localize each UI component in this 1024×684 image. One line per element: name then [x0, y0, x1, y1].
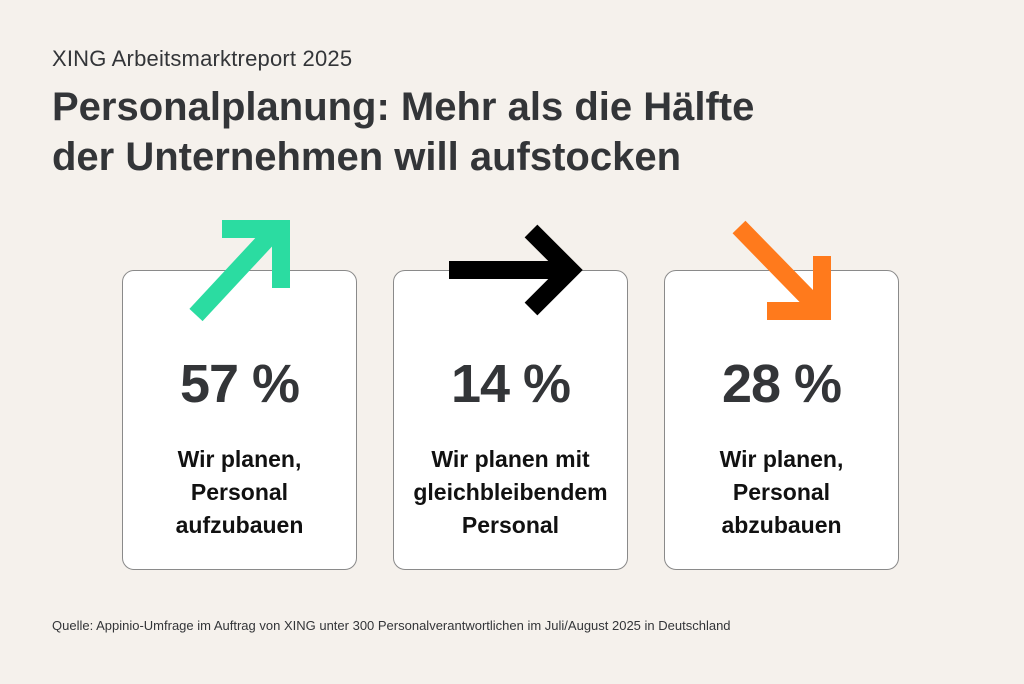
arrow-up-right-icon — [189, 220, 290, 322]
stat-label: Wir planen, Personal aufzubauen — [131, 443, 348, 542]
stat-card-increase: 57 % Wir planen, Personal aufzubauen — [122, 270, 357, 570]
arrow-right-icon — [449, 224, 583, 316]
page-title: Personalplanung: Mehr als die Hälfte der… — [52, 82, 952, 182]
stat-label-line: Wir planen, — [177, 446, 302, 472]
title-line-1: Personalplanung: Mehr als die Hälfte — [52, 85, 755, 129]
stat-label-line: Personal — [461, 512, 560, 538]
stat-percent: 14 % — [450, 354, 571, 414]
stat-label: Wir planen, Personal abzubauen — [673, 443, 890, 542]
stat-label-line: Personal — [732, 479, 831, 505]
stat-percent: 57 % — [179, 354, 300, 414]
stat-label-line: Wir planen, — [719, 446, 844, 472]
stat-label-line: Wir planen mit — [431, 446, 590, 472]
stat-label: Wir planen mit gleichbleibendem Personal — [402, 443, 619, 542]
stat-label-line: aufzubauen — [175, 512, 304, 538]
stat-percent: 28 % — [721, 354, 842, 414]
report-supertitle: XING Arbeitsmarktreport 2025 — [52, 46, 353, 71]
title-line-2: der Unternehmen will aufstocken — [52, 135, 682, 179]
stat-label-line: abzubauen — [721, 512, 842, 538]
stat-label-line: Personal — [190, 479, 289, 505]
stat-card-steady: 14 % Wir planen mit gleichbleibendem Per… — [393, 270, 628, 570]
stat-label-line: gleichbleibendem — [413, 479, 608, 505]
arrow-down-right-icon — [732, 220, 831, 320]
source-note: Quelle: Appinio-Umfrage im Auftrag von X… — [52, 618, 731, 633]
